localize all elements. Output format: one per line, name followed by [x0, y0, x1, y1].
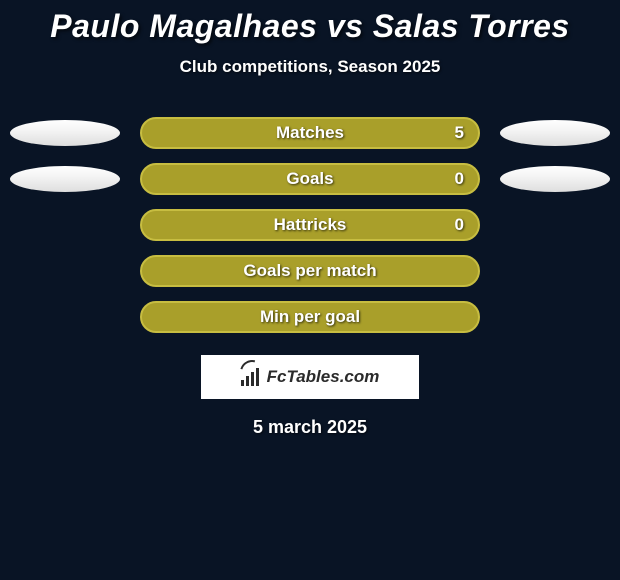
stat-label: Hattricks [274, 215, 347, 235]
stat-bar: Hattricks 0 [140, 209, 480, 241]
stats-container: Matches 5 Goals 0 Hattricks 0 Goals per match M… [0, 117, 620, 333]
stat-bar: Goals 0 [140, 163, 480, 195]
stat-label: Goals per match [243, 261, 376, 281]
stat-label: Matches [276, 123, 344, 143]
stat-label: Min per goal [260, 307, 360, 327]
stat-row: Goals per match [0, 255, 620, 287]
stat-bar: Matches 5 [140, 117, 480, 149]
right-player-marker [500, 166, 610, 192]
stat-bar: Goals per match [140, 255, 480, 287]
stat-label: Goals [286, 169, 333, 189]
stat-row: Min per goal [0, 301, 620, 333]
stat-row: Goals 0 [0, 163, 620, 195]
comparison-subtitle: Club competitions, Season 2025 [180, 57, 441, 77]
left-player-marker [10, 120, 120, 146]
snapshot-date: 5 march 2025 [253, 417, 367, 438]
stat-row: Hattricks 0 [0, 209, 620, 241]
comparison-title: Paulo Magalhaes vs Salas Torres [50, 8, 569, 45]
stat-value: 0 [455, 169, 464, 189]
stat-bar: Min per goal [140, 301, 480, 333]
stat-row: Matches 5 [0, 117, 620, 149]
watermark-badge: FcTables.com [201, 355, 419, 399]
stat-value: 0 [455, 215, 464, 235]
right-player-marker [500, 120, 610, 146]
left-player-marker [10, 166, 120, 192]
watermark-text: FcTables.com [267, 367, 380, 387]
stat-value: 5 [455, 123, 464, 143]
chart-bars-icon [241, 368, 263, 386]
